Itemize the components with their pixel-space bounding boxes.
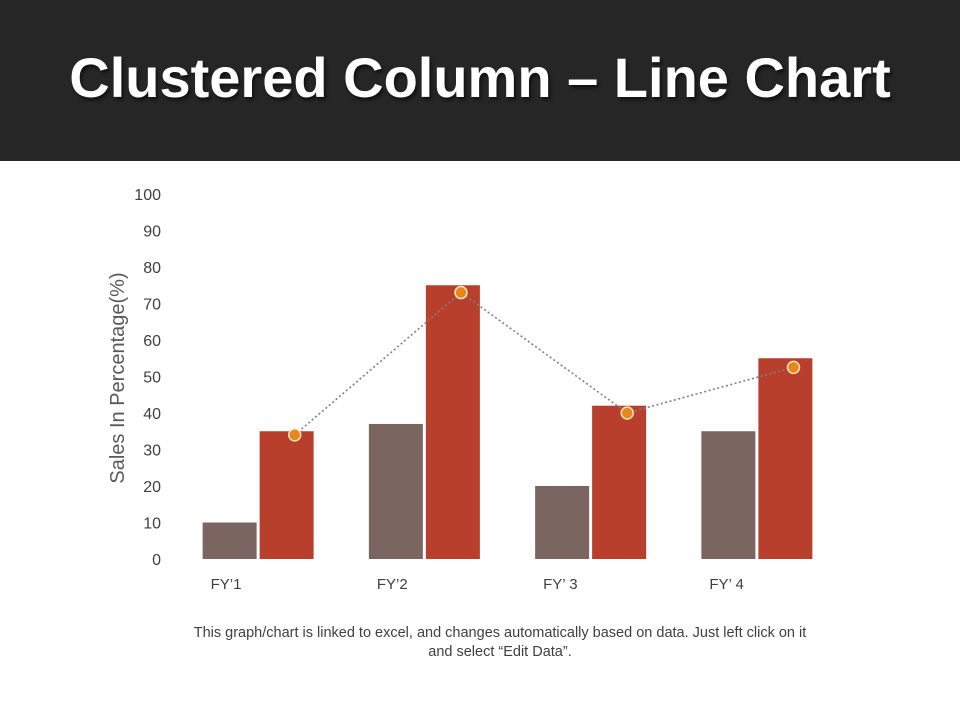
x-tick-label: FY’ 3 [543,576,577,593]
bar-series2-2 [425,285,480,559]
bar-series [202,285,813,559]
slide-title: Clustered Column – Line Chart [69,46,891,109]
x-tick-label: FY’ 4 [709,576,743,593]
y-tick-label: 50 [143,370,161,387]
y-tick-label: 10 [143,516,161,533]
y-tick-label: 70 [143,297,161,314]
y-tick-label: 30 [143,443,161,460]
footnote: This graph/chart is linked to excel, and… [193,625,807,660]
y-axis-ticks: 0 10 20 30 40 50 60 70 80 90 100 [134,187,161,569]
bar-series1-3 [535,486,590,559]
y-axis-label: Sales In Percentage(%) [107,272,129,483]
bar-series1-2 [368,423,423,559]
x-tick-label: FY’2 [377,576,408,593]
line-series-path [294,291,794,436]
y-tick-label: 90 [143,224,161,241]
x-tick-label: FY’1 [211,576,242,593]
line-marker-1 [287,428,302,442]
line-marker-4 [786,360,801,375]
y-tick-label: 0 [152,552,161,569]
line-marker-3 [620,406,634,420]
bar-series2-1 [259,431,314,559]
y-tick-label: 20 [143,479,161,496]
title-bar [0,0,960,161]
bar-series2-4 [758,358,813,559]
y-tick-label: 40 [143,406,161,423]
line-marker-2 [454,285,468,300]
y-tick-label: 60 [143,333,161,350]
x-axis-ticks: FY’1 FY’2 FY’ 3 FY’ 4 [211,576,744,593]
bar-series2-3 [592,405,647,559]
bar-series1-1 [202,522,257,559]
bar-series1-4 [701,431,756,559]
y-tick-label: 80 [143,260,161,277]
y-tick-label: 100 [134,187,161,204]
line-series [287,285,801,442]
